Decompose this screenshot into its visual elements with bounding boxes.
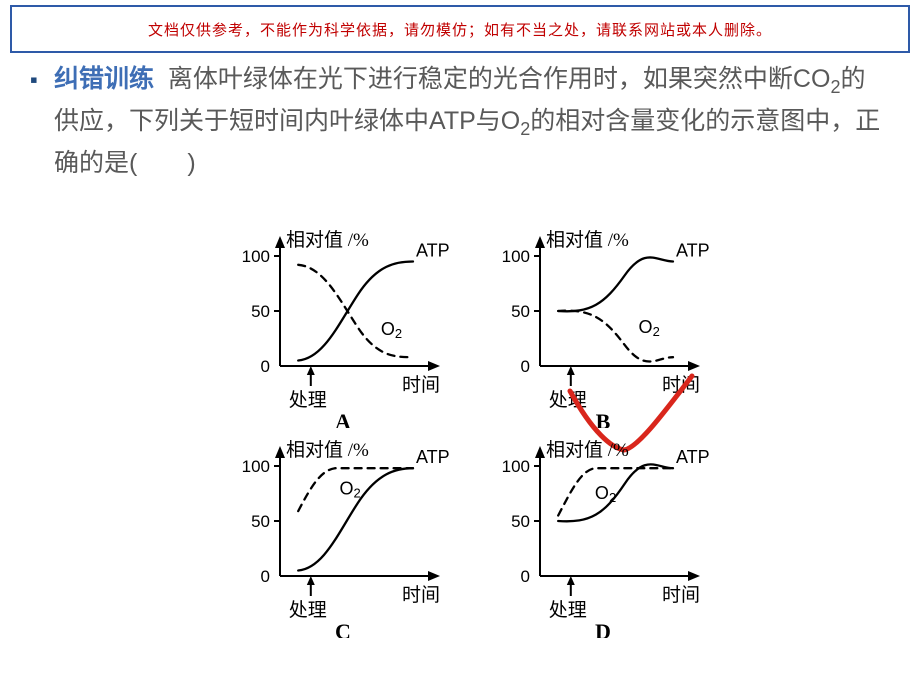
svg-text:时间: 时间 — [662, 374, 700, 396]
svg-text:处理: 处理 — [549, 389, 587, 411]
svg-text:相对值 /%: 相对值 /% — [546, 439, 629, 461]
svg-text:0: 0 — [521, 567, 530, 586]
svg-text:时间: 时间 — [402, 374, 440, 396]
svg-text:O2: O2 — [340, 479, 361, 501]
svg-text:O2: O2 — [639, 317, 660, 339]
svg-text:0: 0 — [521, 357, 530, 376]
svg-text:A: A — [335, 409, 351, 428]
bullet-icon: ▪ — [30, 63, 38, 97]
chart-D: 0 50 100 相对值 /% 时间处理 D ATP O2 — [482, 428, 732, 638]
svg-text:处理: 处理 — [289, 389, 327, 411]
svg-text:100: 100 — [502, 457, 530, 476]
chart-A: 0 50 100 相对值 /% 时间处理 A ATP O2 — [222, 218, 472, 428]
question-block: ▪ 纠错训练 离体叶绿体在光下进行稳定的光合作用时，如果突然中断CO2的供应，下… — [32, 60, 888, 183]
svg-text:处理: 处理 — [549, 599, 587, 621]
svg-text:时间: 时间 — [402, 584, 440, 606]
q-sub1: 2 — [830, 77, 840, 97]
svg-text:50: 50 — [511, 512, 530, 531]
svg-text:0: 0 — [261, 357, 270, 376]
svg-text:50: 50 — [251, 302, 270, 321]
question-label: 纠错训练 — [54, 65, 154, 93]
svg-text:ATP: ATP — [416, 241, 450, 261]
svg-text:100: 100 — [502, 247, 530, 266]
q-sub2: 2 — [520, 119, 530, 139]
svg-text:B: B — [596, 409, 611, 428]
figure-area: 050100相对值 /%时间处理AATPO2 050100相对值 /%时间处理B… — [222, 218, 742, 658]
svg-text:D: D — [595, 619, 611, 638]
svg-text:ATP: ATP — [416, 447, 450, 467]
question-text: 纠错训练 离体叶绿体在光下进行稳定的光合作用时，如果突然中断CO2的供应，下列关… — [54, 60, 888, 183]
svg-text:50: 50 — [251, 512, 270, 531]
svg-text:100: 100 — [242, 247, 270, 266]
chart-B: 0 50 100 相对值 /% 时间处理 B ATP O2 — [482, 218, 732, 428]
svg-text:100: 100 — [242, 457, 270, 476]
svg-text:处理: 处理 — [289, 599, 327, 621]
svg-text:ATP: ATP — [676, 241, 710, 261]
svg-text:相对值 /%: 相对值 /% — [546, 229, 629, 251]
svg-text:时间: 时间 — [662, 584, 700, 606]
svg-text:ATP: ATP — [676, 447, 710, 467]
svg-text:0: 0 — [261, 567, 270, 586]
svg-text:C: C — [335, 619, 351, 638]
disclaimer-banner: 文档仅供参考，不能作为科学依据，请勿模仿；如有不当之处，请联系网站或本人删除。 — [10, 5, 910, 53]
svg-text:O2: O2 — [595, 483, 616, 505]
q-part1: 离体叶绿体在光下进行稳定的光合作用时，如果突然中断CO — [168, 65, 831, 93]
svg-text:相对值 /%: 相对值 /% — [286, 439, 369, 461]
chart-C: 0 50 100 相对值 /% 时间处理 C ATP O2 — [222, 428, 472, 638]
svg-text:O2: O2 — [381, 319, 402, 341]
svg-text:50: 50 — [511, 302, 530, 321]
disclaimer-text: 文档仅供参考，不能作为科学依据，请勿模仿；如有不当之处，请联系网站或本人删除。 — [148, 19, 772, 40]
svg-text:相对值 /%: 相对值 /% — [286, 229, 369, 251]
